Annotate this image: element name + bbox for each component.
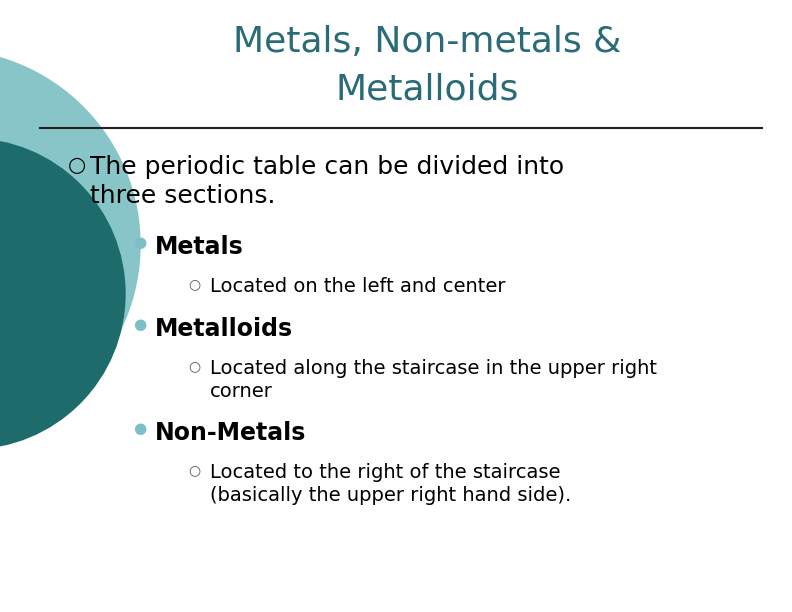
- Text: ●: ●: [133, 421, 147, 436]
- Text: ○: ○: [188, 277, 200, 291]
- Circle shape: [0, 139, 125, 449]
- Text: Non-Metals: Non-Metals: [155, 421, 307, 445]
- Text: ○: ○: [68, 155, 86, 175]
- Circle shape: [0, 50, 140, 440]
- Text: ●: ●: [133, 235, 147, 250]
- Text: ●: ●: [133, 317, 147, 332]
- Text: Metals: Metals: [155, 235, 244, 259]
- Text: ○: ○: [188, 463, 200, 477]
- Text: Located on the left and center: Located on the left and center: [210, 277, 505, 296]
- Text: Metals, Non-metals &: Metals, Non-metals &: [234, 25, 622, 59]
- Text: The periodic table can be divided into
three sections.: The periodic table can be divided into t…: [90, 155, 564, 207]
- Text: Located to the right of the staircase
(basically the upper right hand side).: Located to the right of the staircase (b…: [210, 463, 571, 505]
- Text: Metalloids: Metalloids: [155, 317, 293, 341]
- Text: ○: ○: [188, 359, 200, 373]
- Text: Located along the staircase in the upper right
corner: Located along the staircase in the upper…: [210, 359, 657, 401]
- Text: Metalloids: Metalloids: [336, 73, 520, 107]
